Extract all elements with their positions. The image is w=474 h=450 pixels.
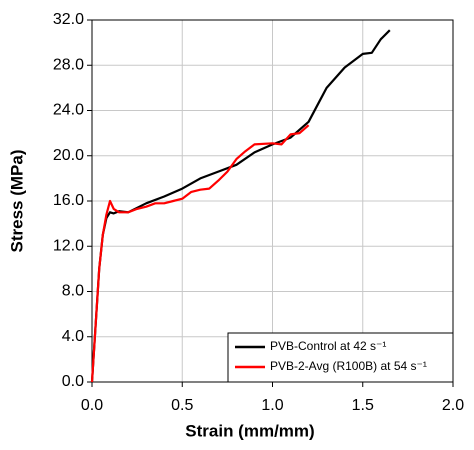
legend-label: PVB-2-Avg (R100B) at 54 s⁻¹ xyxy=(270,359,427,373)
y-tick-label: 4.0 xyxy=(62,328,84,345)
y-tick-label: 8.0 xyxy=(62,283,84,300)
y-tick-label: 28.0 xyxy=(53,56,84,73)
x-tick-label: 1.0 xyxy=(261,397,283,414)
legend-box xyxy=(227,332,454,383)
x-tick-label: 2.0 xyxy=(442,397,464,414)
x-axis-label: Strain (mm/mm) xyxy=(185,421,314,440)
y-tick-label: 12.0 xyxy=(53,237,84,254)
series-line xyxy=(90,124,310,383)
y-tick-label: 24.0 xyxy=(53,102,84,119)
x-tick-label: 0.5 xyxy=(171,397,193,414)
y-axis-label: Stress (MPa) xyxy=(7,150,26,253)
y-tick-label: 16.0 xyxy=(53,192,84,209)
y-tick-label: 20.0 xyxy=(53,147,84,164)
x-tick-label: 1.5 xyxy=(352,397,374,414)
legend-label: PVB-Control at 42 s⁻¹ xyxy=(270,339,386,353)
x-tick-label: 0.0 xyxy=(81,397,103,414)
y-tick-label: 0.0 xyxy=(62,373,84,390)
y-tick-label: 32.0 xyxy=(53,11,84,28)
